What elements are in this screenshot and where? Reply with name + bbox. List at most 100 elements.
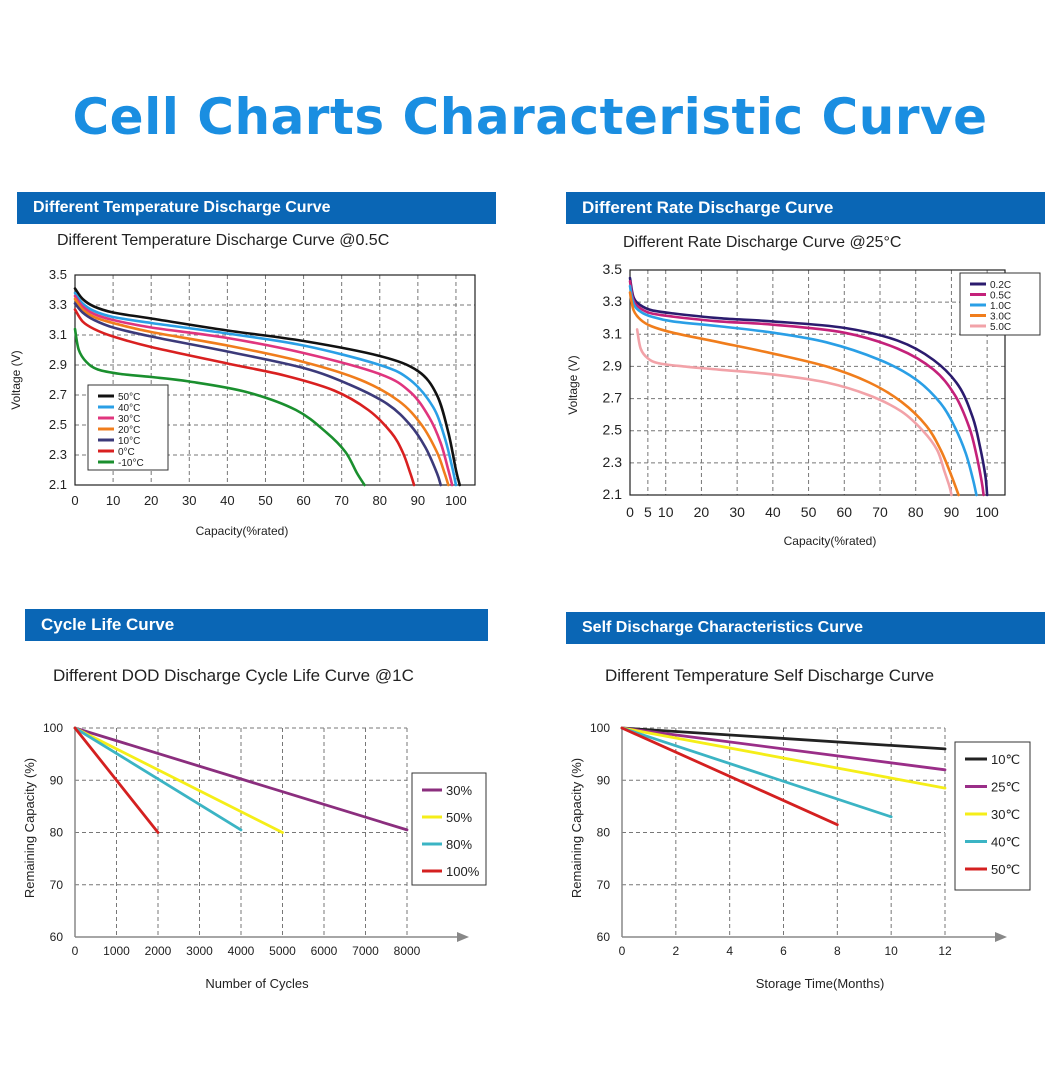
- rate-x-axis-label: Capacity(%rated): [784, 534, 877, 548]
- rate-x-tick-label: 80: [908, 504, 924, 520]
- rate-y-tick-label: 2.3: [603, 454, 623, 470]
- self-x-axis-arrow: [995, 932, 1007, 942]
- rate-y-tick-label: 3.5: [603, 261, 623, 277]
- temp-series-line-0: [73, 287, 462, 487]
- self-y-tick-label: 60: [597, 930, 611, 944]
- temp-x-tick-label: 50: [258, 493, 272, 508]
- temp-y-tick-label: 3.1: [49, 327, 67, 342]
- temp-y-tick-label: 2.7: [49, 387, 67, 402]
- temp-plot-frame: [74, 274, 476, 486]
- temp-y-tick-label: 3.3: [49, 297, 67, 312]
- rate-chart-title: Different Rate Discharge Curve @25°C: [623, 234, 901, 251]
- temp-series-line-5: [73, 308, 416, 487]
- rate-x-tick-label: 90: [944, 504, 960, 520]
- self-series-line-3: [620, 726, 893, 819]
- rate-x-tick-label: 0: [626, 504, 634, 520]
- self-legend-label: 25℃: [991, 779, 1020, 794]
- rate-legend-label: 1.0C: [990, 301, 1011, 312]
- self-legend-box: [954, 741, 1031, 891]
- page-title: Cell Charts Characteristic Curve: [72, 88, 988, 146]
- temp-x-tick-label: 60: [296, 493, 310, 508]
- temp-legend-label: 30°C: [118, 414, 140, 425]
- rate-legend-label: 0.5C: [990, 290, 1011, 301]
- self-y-tick-label: 80: [597, 826, 611, 840]
- cycle-legend-label: 50%: [446, 810, 472, 825]
- rate-y-tick-label: 2.5: [603, 422, 623, 438]
- rate-x-tick-label: 100: [975, 504, 999, 520]
- rate-x-tick-label: 40: [765, 504, 781, 520]
- temp-x-tick-label: 0: [71, 493, 78, 508]
- self-series-line-2: [620, 726, 947, 790]
- rate-y-axis-label: Voltage (V): [566, 355, 580, 414]
- rate-y-tick-label: 3.3: [603, 293, 623, 309]
- rate-legend-label: 3.0C: [990, 311, 1011, 322]
- cycle-x-tick-label: 2000: [145, 944, 172, 958]
- self-x-tick-label: 10: [884, 944, 898, 958]
- rate-x-tick-label: 50: [801, 504, 817, 520]
- rate-series-line-2: [628, 284, 978, 497]
- rate-legend-label: 5.0C: [990, 322, 1011, 333]
- temp-chart-title: Different Temperature Discharge Curve @0…: [57, 232, 389, 249]
- cycle-y-tick-label: 80: [50, 826, 64, 840]
- self-legend-label: 40℃: [991, 834, 1020, 849]
- cycle-x-tick-label: 4000: [228, 944, 255, 958]
- temp-y-tick-label: 2.3: [49, 447, 67, 462]
- cycle-x-tick-label: 5000: [269, 944, 296, 958]
- cycle-x-tick-label: 7000: [352, 944, 379, 958]
- self-y-tick-label: 90: [597, 773, 611, 787]
- rate-x-tick-label: 5: [644, 504, 652, 520]
- temp-x-tick-label: 70: [334, 493, 348, 508]
- cycle-x-tick-label: 3000: [186, 944, 213, 958]
- rate-x-tick-label: 30: [729, 504, 745, 520]
- cycle-y-tick-label: 100: [43, 721, 63, 735]
- self-series-line-4: [620, 726, 839, 827]
- rate-x-tick-label: 70: [872, 504, 888, 520]
- temp-discharge-header: Different Temperature Discharge Curve: [17, 192, 496, 224]
- cycle-x-tick-label: 0: [72, 944, 79, 958]
- self-discharge-header: Self Discharge Characteristics Curve: [566, 612, 1045, 644]
- rate-x-tick-label: 20: [694, 504, 710, 520]
- cycle-series-line-0: [73, 726, 409, 832]
- temp-y-tick-label: 3.5: [49, 267, 67, 282]
- rate-legend-label: 0.2C: [990, 280, 1011, 291]
- cycle-legend-box: [411, 772, 487, 886]
- temp-series-line-3: [73, 297, 450, 487]
- self-legend-label: 50℃: [991, 862, 1020, 877]
- self-chart-title: Different Temperature Self Discharge Cur…: [605, 666, 934, 685]
- cycle-legend-label: 30%: [446, 783, 472, 798]
- self-y-axis-label: Remaining Capacity (%): [569, 758, 584, 898]
- temp-y-tick-label: 2.9: [49, 357, 67, 372]
- temperature-discharge-chart: Different Temperature Discharge Curve @0…: [9, 232, 476, 538]
- self-series-line-0: [620, 726, 947, 751]
- temp-x-tick-label: 80: [373, 493, 387, 508]
- cycle-life-chart: Different DOD Discharge Cycle Life Curve…: [22, 666, 487, 991]
- temp-legend-label: 40°C: [118, 403, 140, 414]
- self-legend-label: 10℃: [991, 752, 1020, 767]
- temp-x-tick-label: 30: [182, 493, 196, 508]
- rate-discharge-header: Different Rate Discharge Curve: [566, 192, 1045, 224]
- rate-discharge-chart: Different Rate Discharge Curve @25°C 0 5 10…: [566, 234, 1041, 548]
- cycle-x-axis-arrow: [457, 932, 469, 942]
- temp-y-axis-label: Voltage (V): [9, 350, 23, 409]
- temp-series-line-6: [73, 327, 366, 487]
- self-y-tick-label: 70: [597, 878, 611, 892]
- cycle-y-tick-label: 70: [50, 878, 64, 892]
- cycle-x-tick-label: 1000: [103, 944, 130, 958]
- self-x-tick-label: 8: [834, 944, 841, 958]
- cycle-x-tick-label: 6000: [311, 944, 338, 958]
- temp-legend-label: 0°C: [118, 447, 135, 458]
- temp-y-tick-label: 2.5: [49, 417, 67, 432]
- temp-series-line-2: [73, 294, 454, 487]
- temp-x-axis-label: Capacity(%rated): [196, 524, 289, 538]
- cycle-series-line-2: [73, 726, 243, 832]
- rate-x-tick-label: 10: [658, 504, 674, 520]
- self-discharge-chart: Different Temperature Self Discharge Cur…: [569, 666, 1031, 991]
- rate-series-line-0: [628, 276, 989, 497]
- rate-x-tick-label: 60: [836, 504, 852, 520]
- cycle-x-axis-label: Number of Cycles: [205, 976, 309, 991]
- temp-y-tick-label: 2.1: [49, 477, 67, 492]
- rate-plot-frame: [629, 269, 1006, 496]
- temp-x-tick-label: 40: [220, 493, 234, 508]
- cycle-y-tick-label: 60: [50, 930, 64, 944]
- temp-x-tick-label: 10: [106, 493, 120, 508]
